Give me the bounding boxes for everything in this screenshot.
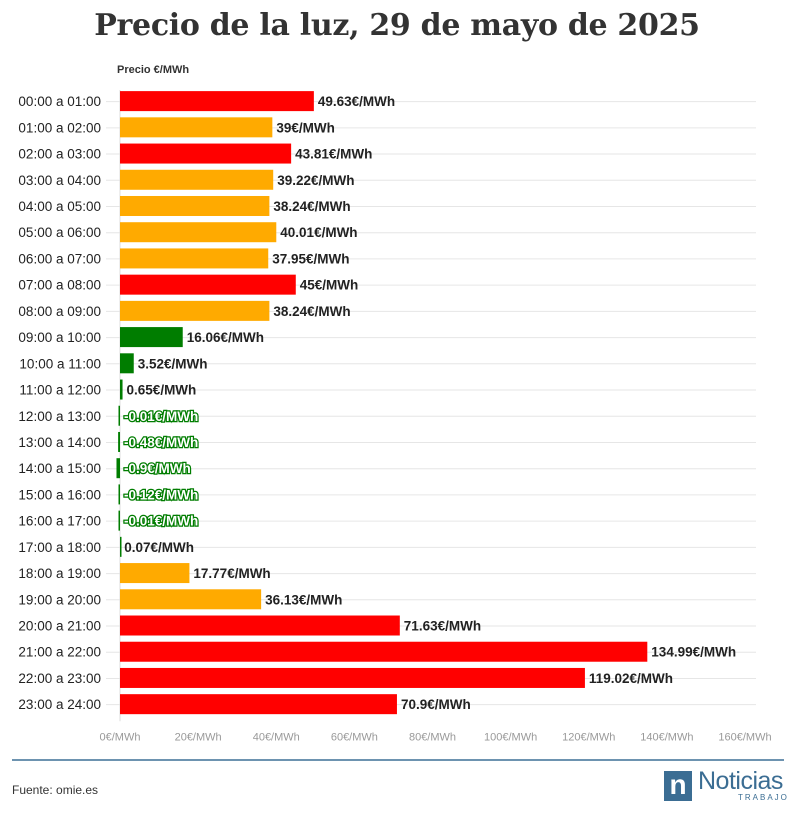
data-label: 134.99€/MWh [651,645,736,660]
bar [120,117,273,138]
bar [120,615,400,636]
logo-wordmark: Noticias [698,767,783,795]
bar [120,248,269,269]
data-label: -0.01€/MWh [124,409,198,424]
logo-subtitle: TRABAJO [738,793,789,802]
chart-title: Precio de la luz, 29 de mayo de 2025 [94,8,700,43]
data-label: 0.65€/MWh [127,383,197,398]
bar [120,222,277,243]
data-label: 37.95€/MWh [272,251,349,266]
category-label: 14:00 a 15:00 [18,461,101,476]
category-label: 15:00 a 16:00 [18,487,101,502]
data-label: -0.9€/MWh [124,461,191,476]
bar [120,300,270,321]
category-label: 00:00 a 01:00 [18,94,101,109]
data-label: 39€/MWh [276,120,335,135]
data-label: 0.07€/MWh [124,540,194,555]
category-label: 11:00 a 12:00 [19,383,101,398]
x-tick-label: 140€/MWh [640,731,693,743]
bar [118,405,120,426]
bar [120,694,397,715]
footer-divider [12,759,784,761]
brand-logo: n Noticias TRABAJO [664,767,789,803]
category-label: 17:00 a 18:00 [18,540,101,555]
bar [120,169,274,190]
data-label: 39.22€/MWh [277,173,354,188]
bar [116,458,120,479]
data-label: -0.01€/MWh [124,514,198,529]
bar [120,353,134,374]
bar [120,536,122,557]
x-tick-label: 80€/MWh [409,731,456,743]
bar [120,641,648,662]
x-tick-label: 100€/MWh [484,731,537,743]
bar [120,195,270,216]
logo-letter: n [669,769,687,800]
category-label: 08:00 a 09:00 [18,304,101,319]
category-label: 16:00 a 17:00 [18,514,101,529]
x-tick-label: 120€/MWh [562,731,615,743]
category-label: 20:00 a 21:00 [18,619,101,634]
bar [120,379,123,400]
data-label: -0.48€/MWh [124,435,198,450]
data-label: 16.06€/MWh [187,330,264,345]
data-label: 45€/MWh [300,278,359,293]
bar [120,91,314,112]
x-tick-label: 160€/MWh [718,731,771,743]
category-label: 12:00 a 13:00 [18,409,101,424]
bar [118,431,120,452]
data-label: -0.12€/MWh [124,487,198,502]
bar [118,510,120,531]
category-label: 07:00 a 08:00 [18,278,101,293]
x-tick-label: 0€/MWh [100,731,141,743]
y-axis-title: Precio €/MWh [117,64,189,76]
data-label: 36.13€/MWh [265,592,342,607]
category-label: 09:00 a 10:00 [18,330,101,345]
data-label: 17.77€/MWh [193,566,270,581]
category-label: 21:00 a 22:00 [18,645,101,660]
category-label: 22:00 a 23:00 [18,671,101,686]
category-label: 19:00 a 20:00 [18,592,101,607]
bar [120,667,585,688]
bar [120,327,183,348]
x-tick-label: 20€/MWh [175,731,222,743]
category-label: 02:00 a 03:00 [18,147,101,162]
bar [120,143,292,164]
category-label: 13:00 a 14:00 [18,435,101,450]
bar [120,274,296,295]
category-label: 05:00 a 06:00 [18,225,101,240]
data-label: 40.01€/MWh [280,225,357,240]
data-label: 3.52€/MWh [138,356,208,371]
category-label: 10:00 a 11:00 [19,356,101,371]
data-label: 71.63€/MWh [404,619,481,634]
category-label: 06:00 a 07:00 [18,251,101,266]
x-tick-label: 40€/MWh [253,731,300,743]
data-label: 49.63€/MWh [318,94,395,109]
bar [120,563,190,584]
x-tick-label: 60€/MWh [331,731,378,743]
data-label: 119.02€/MWh [589,671,673,686]
bar [120,589,262,610]
data-label: 38.24€/MWh [273,199,350,214]
category-label: 18:00 a 19:00 [18,566,101,581]
category-label: 03:00 a 04:00 [18,173,101,188]
data-label: 70.9€/MWh [401,697,471,712]
data-label: 43.81€/MWh [295,147,372,162]
category-label: 01:00 a 02:00 [18,120,101,135]
source-note: Fuente: omie.es [12,783,99,797]
category-label: 23:00 a 24:00 [18,697,101,712]
data-label: 38.24€/MWh [273,304,350,319]
category-label: 04:00 a 05:00 [18,199,101,214]
bar [118,484,120,505]
logo-mark-icon: n [664,769,692,801]
